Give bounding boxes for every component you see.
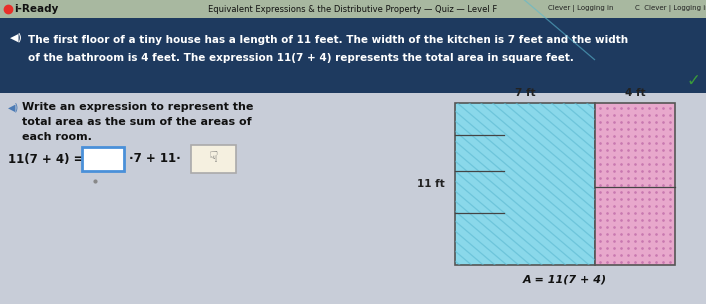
Text: 4 ft: 4 ft	[625, 88, 645, 98]
Text: C  Clever | Logging in: C Clever | Logging in	[635, 5, 706, 12]
Bar	[191, 145, 236, 173]
Text: i-Ready: i-Ready	[14, 4, 59, 14]
Text: 11 ft: 11 ft	[417, 179, 445, 189]
Text: 11(7 + 4) =: 11(7 + 4) =	[8, 153, 83, 165]
Text: total area as the sum of the areas of: total area as the sum of the areas of	[22, 117, 251, 127]
Bar	[0, 0, 706, 18]
Text: 7 ft: 7 ft	[515, 88, 535, 98]
Text: The first floor of a tiny house has a length of 11 feet. The width of the kitche: The first floor of a tiny house has a le…	[28, 35, 628, 45]
Text: ✓: ✓	[686, 72, 700, 90]
Bar	[82, 147, 124, 171]
Text: of the bathroom is 4 feet. The expression 11(7 + 4) represents the total area in: of the bathroom is 4 feet. The expressio…	[28, 53, 574, 63]
Bar	[595, 103, 675, 265]
Bar	[455, 103, 595, 265]
Text: each room.: each room.	[22, 132, 92, 142]
Text: ◀): ◀)	[10, 33, 23, 43]
Text: ☟: ☟	[209, 150, 218, 164]
Bar	[0, 18, 706, 93]
Text: A = 11(7 + 4): A = 11(7 + 4)	[523, 274, 607, 284]
Text: Write an expression to represent the: Write an expression to represent the	[22, 102, 253, 112]
Text: ·7 + 11·: ·7 + 11·	[129, 153, 181, 165]
Text: ◀): ◀)	[8, 102, 19, 112]
Bar	[0, 93, 706, 304]
Text: Equivalent Expressions & the Distributive Property — Quiz — Level F: Equivalent Expressions & the Distributiv…	[208, 5, 498, 13]
Text: Clever | Logging in: Clever | Logging in	[548, 5, 614, 12]
